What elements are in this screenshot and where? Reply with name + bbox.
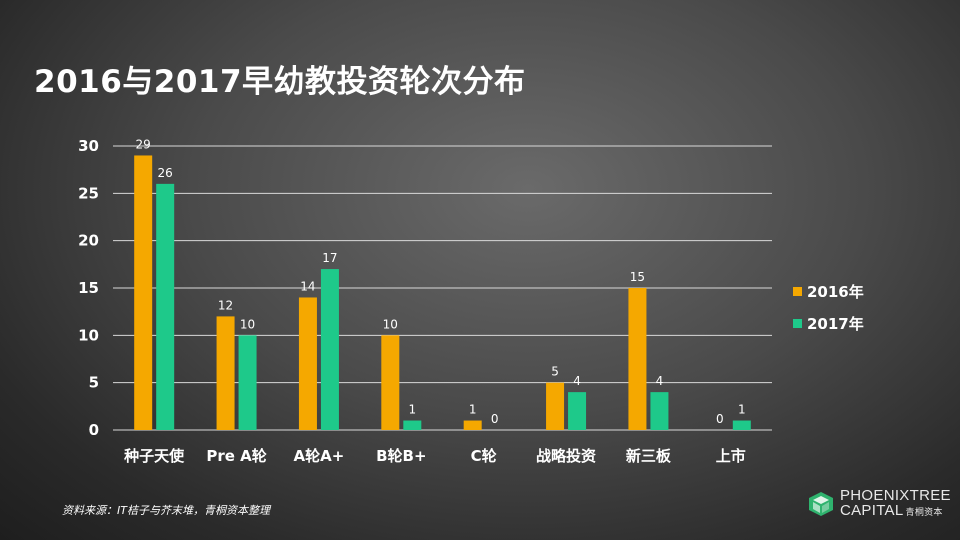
legend-item-2016: 2016年	[793, 278, 864, 304]
bar-2016	[298, 297, 317, 430]
data-label: 4	[656, 374, 664, 388]
data-label: 29	[136, 137, 151, 151]
bar-2016	[134, 155, 153, 430]
bar-2016	[546, 382, 565, 430]
data-label: 12	[218, 298, 233, 312]
x-tick-label: 种子天使	[123, 447, 185, 465]
x-tick-label: 新三板	[626, 447, 672, 465]
bar-2017	[403, 420, 422, 430]
x-tick-label: 战略投资	[536, 447, 596, 465]
y-tick-label: 30	[78, 137, 99, 155]
data-label: 0	[491, 412, 499, 426]
bar-2017	[650, 392, 669, 430]
legend-swatch-2017	[793, 318, 802, 328]
data-label: 4	[573, 374, 581, 388]
y-tick-label: 25	[78, 184, 99, 202]
bar-2016	[381, 335, 400, 430]
data-label: 5	[551, 365, 559, 379]
bar-2016	[216, 316, 235, 430]
bar-2017	[156, 183, 175, 430]
brand-name-cn: 青桐资本	[905, 507, 943, 517]
legend-item-2017: 2017年	[793, 310, 864, 336]
legend-label-2016: 2016年	[807, 282, 864, 301]
data-label: 17	[322, 251, 337, 265]
data-label: 26	[158, 166, 173, 180]
legend-swatch-2016	[793, 286, 802, 296]
data-label: 1	[469, 403, 477, 417]
y-tick-label: 20	[78, 232, 99, 250]
y-tick-label: 10	[78, 326, 99, 344]
y-tick-label: 0	[89, 421, 99, 439]
bar-2017	[238, 335, 257, 430]
data-label: 10	[240, 317, 255, 331]
bar-2017	[732, 420, 751, 430]
chart-title: 2016与2017早幼教投资轮次分布	[34, 64, 526, 100]
bar-2016	[463, 420, 482, 430]
brand-name-line1: PHOENIXTREE	[840, 487, 951, 504]
bar-2017	[320, 269, 339, 430]
y-tick-label: 5	[89, 374, 99, 392]
x-tick-label: A轮A+	[294, 447, 345, 465]
brand-name-line2: CAPITAL	[840, 502, 904, 519]
bar-2016	[628, 288, 647, 430]
bar-2017	[568, 392, 587, 430]
x-tick-label: C轮	[471, 447, 497, 465]
x-tick-label: Pre A轮	[206, 447, 266, 465]
data-label: 10	[383, 317, 398, 331]
data-label: 15	[630, 270, 645, 284]
data-label: 1	[738, 403, 746, 417]
source-note: 资料来源：IT桔子与芥末堆，青桐资本整理	[62, 504, 270, 517]
data-label: 14	[300, 279, 315, 293]
phoenixtree-logo-icon	[809, 492, 833, 516]
data-label: 0	[716, 412, 724, 426]
x-tick-label: 上市	[716, 447, 746, 465]
legend-label-2017: 2017年	[807, 314, 864, 333]
legend: 2016年 2017年	[793, 278, 864, 342]
y-tick-label: 15	[78, 279, 99, 297]
data-label: 1	[408, 403, 416, 417]
x-tick-label: B轮B+	[376, 447, 426, 465]
brand-logo-block: PHOENIXTREE CAPITAL 青桐资本	[808, 488, 951, 520]
